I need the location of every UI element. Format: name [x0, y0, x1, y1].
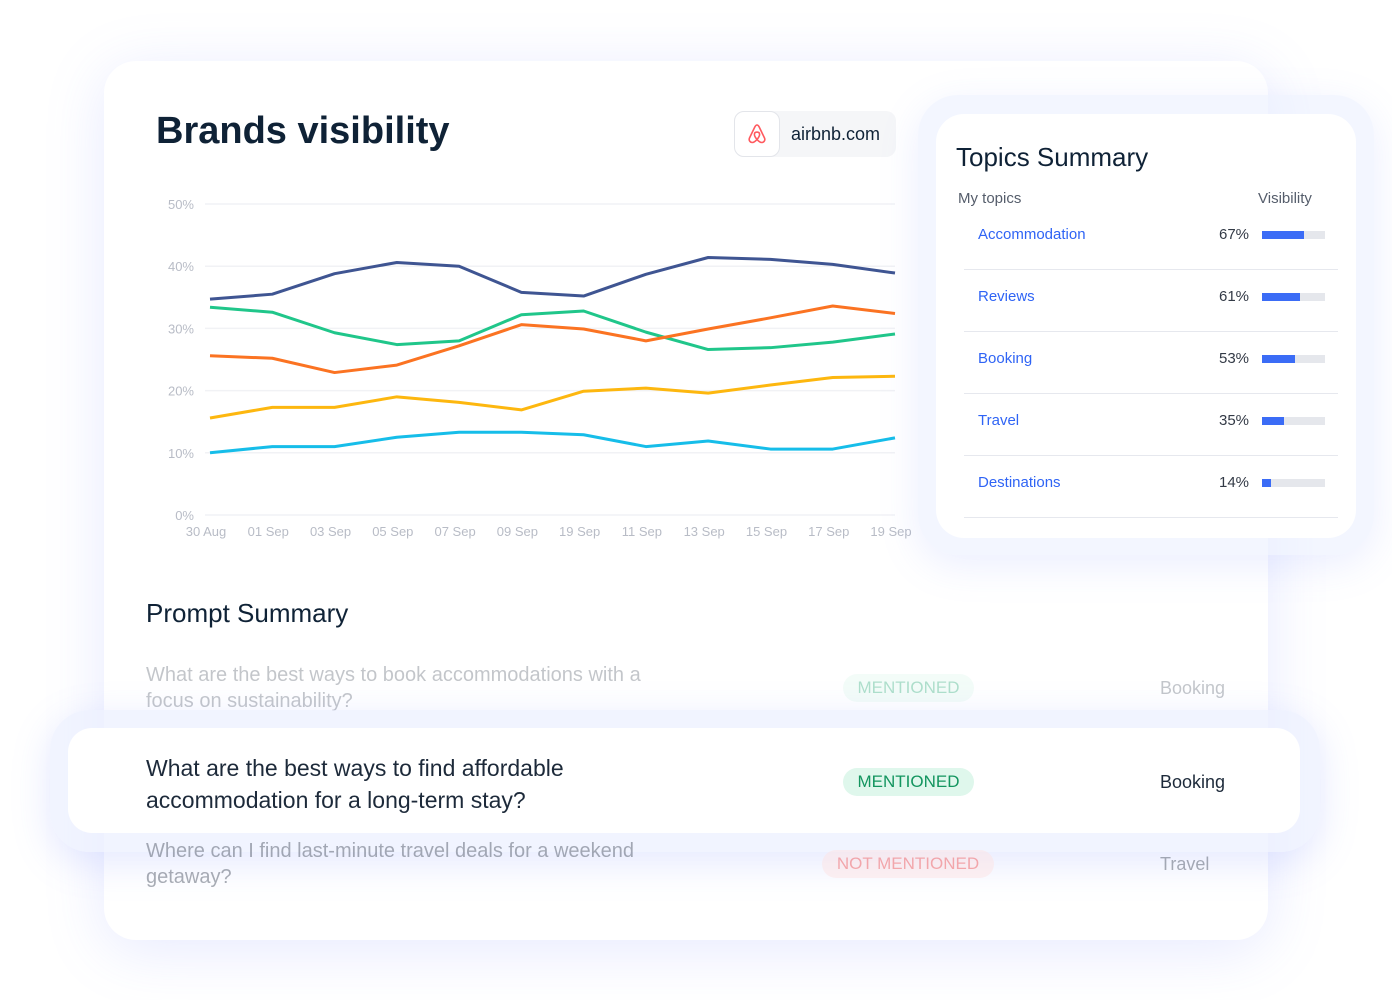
visibility-bar-fill	[1262, 355, 1296, 363]
prompt-summary-title: Prompt Summary	[146, 598, 349, 628]
x-tick-label: 17 Sep	[808, 524, 849, 539]
y-tick-label: 10%	[168, 446, 194, 461]
topic-row[interactable]: Travel 35%	[964, 394, 1338, 456]
status-badge: NOT MENTIONED	[822, 850, 994, 878]
status-badge: MENTIONED	[843, 768, 974, 796]
x-tick-label: 11 Sep	[622, 524, 662, 539]
topics-summary-panel: Topics Summary My topics Visibility Acco…	[936, 114, 1356, 538]
x-tick-label: 19 Sep	[559, 524, 600, 539]
topic-percent: 53%	[1219, 350, 1250, 367]
y-tick-label: 20%	[168, 384, 194, 399]
series-line-2	[209, 304, 896, 375]
topic-percent: 35%	[1219, 412, 1250, 429]
x-tick-label: 01 Sep	[248, 524, 289, 539]
visibility-bar	[1262, 417, 1325, 425]
prompt-question: What are the best ways to find affordabl…	[146, 755, 564, 813]
prompt-question: What are the best ways to book accommoda…	[146, 664, 641, 712]
x-tick-label: 15 Sep	[746, 524, 787, 539]
series-line-1	[209, 305, 896, 352]
visibility-bar-fill	[1262, 479, 1271, 487]
visibility-bar	[1262, 355, 1325, 363]
series-line-4	[209, 430, 896, 455]
x-tick-label: 13 Sep	[684, 524, 725, 539]
status-badge: MENTIONED	[843, 674, 974, 702]
prompt-topic: Booking	[1160, 772, 1226, 792]
y-tick-label: 0%	[175, 508, 194, 523]
y-tick-label: 50%	[168, 197, 194, 212]
y-tick-label: 30%	[168, 321, 194, 336]
topic-name[interactable]: Accommodation	[978, 226, 1086, 243]
x-tick-label: 30 Aug	[186, 524, 227, 539]
topic-name[interactable]: Reviews	[978, 288, 1035, 305]
topic-row[interactable]: Reviews 61%	[964, 270, 1338, 332]
airbnb-logo-icon	[734, 111, 780, 157]
topic-row[interactable]: Accommodation 67%	[964, 208, 1338, 270]
brand-selector[interactable]: airbnb.com	[734, 111, 896, 157]
topic-percent: 67%	[1219, 226, 1250, 243]
topic-percent: 61%	[1219, 288, 1250, 305]
col-my-topics: My topics	[958, 190, 1022, 207]
topic-row[interactable]: Destinations 14%	[964, 456, 1338, 518]
page-title: Brands visibility	[156, 110, 450, 152]
x-tick-label: 05 Sep	[372, 524, 413, 539]
visibility-bar	[1262, 231, 1325, 239]
topic-name[interactable]: Destinations	[978, 474, 1061, 491]
prompt-topic: Booking	[1160, 678, 1226, 698]
topic-percent: 14%	[1219, 474, 1250, 491]
visibility-bar	[1262, 293, 1325, 301]
brand-domain: airbnb.com	[791, 124, 881, 144]
prompt-topic: Travel	[1160, 854, 1210, 874]
x-tick-label: 03 Sep	[310, 524, 351, 539]
topic-row[interactable]: Booking 53%	[964, 332, 1338, 394]
prompt-question: Where can I find last-minute travel deal…	[146, 840, 635, 888]
visibility-bar-fill	[1262, 231, 1305, 239]
y-tick-label: 40%	[168, 259, 194, 274]
topic-name[interactable]: Travel	[978, 412, 1020, 429]
highlighted-prompt-card	[68, 728, 1300, 833]
visibility-bar-fill	[1262, 293, 1301, 301]
visibility-bar-fill	[1262, 417, 1285, 425]
visibility-line-chart: 0% 10% 20% 30% 40% 50% 30 Aug 01 Sep 03 Sep 05 Se…	[168, 197, 912, 539]
x-tick-label: 09 Sep	[497, 524, 538, 539]
topic-name[interactable]: Booking	[978, 350, 1033, 367]
col-visibility: Visibility	[1258, 190, 1312, 207]
x-tick-label: 19 Sep	[870, 524, 911, 539]
visibility-bar	[1262, 479, 1325, 487]
topics-title: Topics Summary	[956, 142, 1149, 172]
series-line-0	[209, 255, 896, 301]
series-line-3	[209, 374, 896, 420]
x-tick-label: 07 Sep	[434, 524, 475, 539]
